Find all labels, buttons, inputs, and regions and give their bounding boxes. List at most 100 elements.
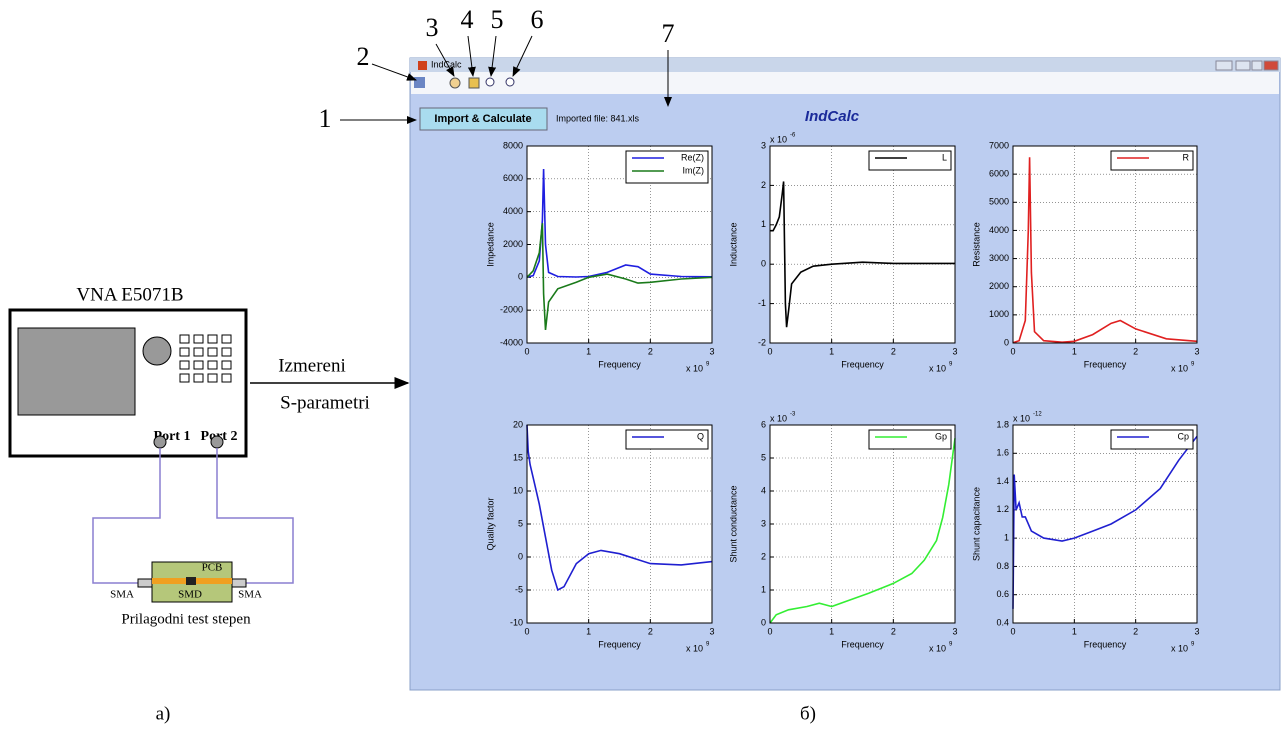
y-tick-label: -10 (510, 617, 523, 627)
toolbar-print[interactable] (414, 77, 425, 88)
import-button-label[interactable]: Import & Calculate (434, 113, 531, 125)
y-tick-label: 2000 (989, 281, 1009, 291)
y-tick-label: 1.6 (996, 448, 1009, 458)
x-axis-label: Frequency (841, 359, 884, 369)
callout: 3 (426, 13, 439, 42)
maximize-button[interactable] (1251, 60, 1263, 71)
window-button[interactable] (1215, 60, 1233, 71)
app-title: IndCalc (805, 108, 860, 125)
arrow-label: S-parametri (280, 392, 370, 413)
callout: 1 (319, 104, 332, 133)
arrow-label: Izmereni (278, 355, 346, 376)
vna-key (179, 334, 190, 344)
x-tick-label: 1 (1072, 346, 1077, 356)
y-axis-label: Quality factor (485, 497, 495, 550)
y-tick-label: 5 (761, 452, 766, 462)
callout: 2 (357, 42, 370, 71)
plot-area (770, 146, 955, 343)
panel-label: б) (800, 703, 816, 724)
x-tick-label: 3 (952, 346, 957, 356)
file-label: Imported file: 841.xls (556, 113, 640, 123)
legend-label: Gp (935, 431, 947, 441)
smd-label: SMD (178, 589, 202, 601)
y-tick-label: -1 (758, 298, 766, 308)
x-tick-label: 3 (709, 626, 714, 636)
minimize-button[interactable] (1235, 60, 1251, 71)
callout: 4 (461, 5, 474, 34)
sma-label: SMA (238, 589, 262, 601)
callout-arrow (371, 63, 417, 81)
x-axis-label: Frequency (598, 359, 641, 369)
callout: 7 (662, 19, 675, 48)
x-exponent: 9 (706, 362, 710, 368)
plot-frame (1012, 145, 1198, 344)
callout: 6 (531, 5, 544, 34)
y-exponent: -3 (790, 412, 796, 418)
smd-part (186, 577, 196, 585)
series-line (1012, 157, 1198, 344)
x-exponent: 9 (1191, 362, 1195, 368)
series-line (526, 223, 713, 330)
y-axis-label: Impedance (485, 222, 495, 267)
import-button[interactable] (419, 107, 548, 131)
y-tick-label: 0.4 (996, 617, 1009, 627)
y-tick-label: -2000 (500, 305, 523, 315)
toolbar-zoom-in[interactable] (485, 77, 495, 87)
y-tick-label: 0 (761, 259, 766, 269)
y-axis-label: Resistance (971, 222, 981, 267)
y-tick-label: 0.8 (996, 561, 1009, 571)
legend (868, 429, 952, 450)
x-tick-label: 3 (952, 626, 957, 636)
y-tick-label: 0 (518, 551, 523, 561)
x-multiplier: x 10 (929, 643, 946, 653)
y-tick-label: 1 (761, 584, 766, 594)
y-tick-label: -2 (758, 337, 766, 347)
plot-area (1013, 146, 1197, 343)
sma-connector (137, 578, 153, 588)
toolbar-zoom-out[interactable] (505, 77, 515, 87)
port-connector (153, 435, 167, 449)
instrument-name: VNA E5071B (76, 284, 183, 305)
vna-screen (17, 327, 136, 416)
vna-key (193, 373, 204, 383)
x-tick-label: 2 (648, 346, 653, 356)
legend (1110, 429, 1194, 450)
x-tick-label: 1 (829, 346, 834, 356)
vna-key (179, 373, 190, 383)
x-exponent: 9 (949, 362, 953, 368)
callout-arrow (512, 35, 533, 77)
y-tick-label: 4000 (989, 225, 1009, 235)
x-tick-label: 1 (829, 626, 834, 636)
fixture-caption: Prilagodni test stepen (121, 611, 251, 627)
x-multiplier: x 10 (686, 363, 703, 373)
y-axis-label: Inductance (728, 222, 738, 266)
vna-key (207, 373, 218, 383)
sma-connector (231, 578, 247, 588)
app-icon (418, 61, 427, 70)
y-tick-label: 1.8 (996, 419, 1009, 429)
x-tick-label: 2 (1133, 626, 1138, 636)
x-axis-label: Frequency (598, 639, 641, 649)
plot-frame (526, 145, 713, 344)
y-tick-label: -4000 (500, 337, 523, 347)
vna-key (193, 360, 204, 370)
plot-frame (1012, 424, 1198, 624)
cable (92, 448, 161, 584)
y-tick-label: 6000 (503, 173, 523, 183)
y-tick-label: 1000 (989, 309, 1009, 319)
y-tick-label: 1.4 (996, 476, 1009, 486)
vna-keys (179, 334, 232, 383)
close-button[interactable] (1263, 60, 1279, 71)
panel-label: a) (156, 703, 171, 724)
y-tick-label: 2000 (503, 239, 523, 249)
x-tick-label: 0 (524, 346, 529, 356)
sma-label: SMA (110, 589, 134, 601)
toolbar-pan[interactable] (449, 77, 461, 89)
toolbar-datatip[interactable] (468, 77, 480, 89)
plot-frame (769, 145, 956, 344)
vna-key (207, 360, 218, 370)
y-tick-label: 1 (761, 219, 766, 229)
y-tick-label: 4 (761, 485, 766, 495)
plot-frame (769, 424, 956, 624)
y-tick-label: 10 (513, 485, 523, 495)
